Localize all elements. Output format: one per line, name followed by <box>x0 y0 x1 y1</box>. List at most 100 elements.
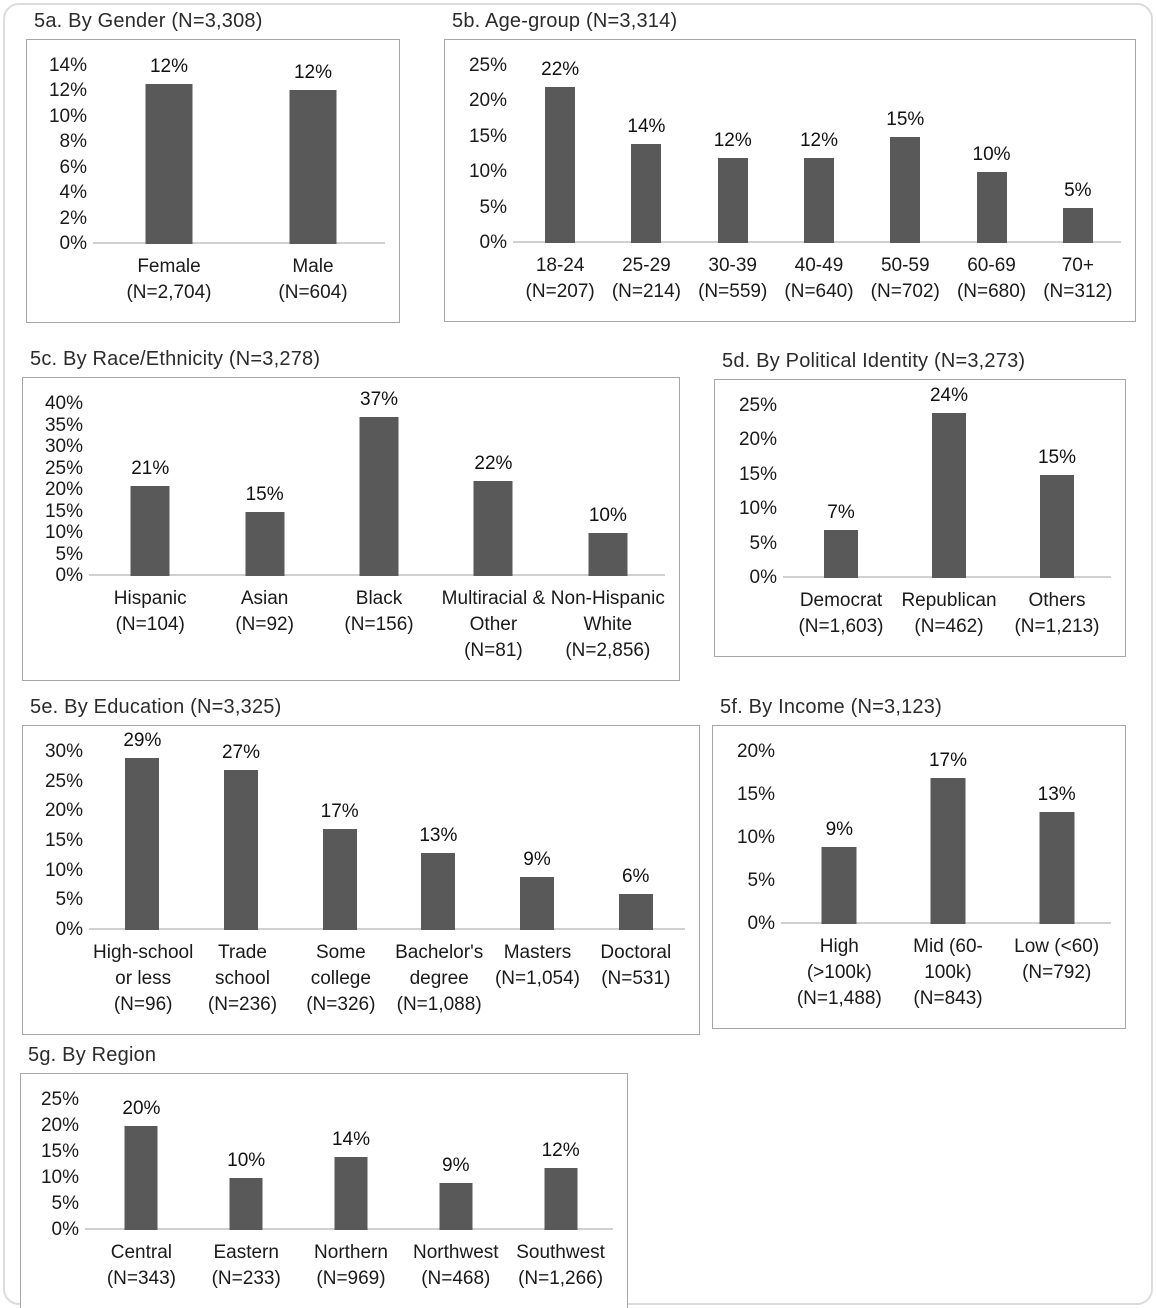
category-label-line: Masters <box>503 942 572 963</box>
category-label-line: (N=969) <box>316 1268 386 1289</box>
bar-value-label: 21% <box>131 457 170 479</box>
category-label: Female (N=2,704) <box>97 254 241 306</box>
y-axis: 30% 25% 20% 15% 10% 5% 0% <box>29 741 93 940</box>
bar-slot: 21% <box>93 404 207 576</box>
category-label-line: Doctoral <box>600 942 672 963</box>
category-label-line: Others <box>1028 590 1086 611</box>
bar-60-69 <box>976 172 1007 243</box>
bars-area: 7% 24% 15% <box>783 385 1111 578</box>
category-label-line: 30-39 <box>708 255 757 276</box>
y-axis: 20% 15% 10% 5% 0% <box>719 741 785 934</box>
bar-value-label: 12% <box>149 55 189 77</box>
category-label-line: Black <box>355 588 403 609</box>
category-label-line: (N=81) <box>464 640 523 661</box>
category-label: 60-69 (N=680) <box>948 253 1034 305</box>
bar-value-label: 37% <box>360 388 399 410</box>
y-axis-tick: 20% <box>468 90 507 112</box>
category-label-line: Democrat <box>799 590 883 611</box>
bar-others <box>1040 474 1074 578</box>
y-axis-tick: 14% <box>48 55 87 76</box>
category-label-line: degree <box>409 968 469 989</box>
bar-slot: 12% <box>241 62 385 244</box>
category-label-line: 100k) <box>924 962 972 983</box>
bar-value-label: 12% <box>541 1139 580 1161</box>
category-label-line: 40-49 <box>794 255 844 276</box>
bar-value-label: 12% <box>799 130 838 152</box>
category-label-line: (N=156) <box>344 614 414 635</box>
bar-value-label: 15% <box>1037 446 1077 468</box>
bar-value-label: 15% <box>886 108 925 130</box>
y-axis-tick: 25% <box>468 55 507 76</box>
bar-slot: 13% <box>1002 752 1111 924</box>
bar-value-label: 14% <box>331 1129 370 1151</box>
category-label-line: (N=2,704) <box>126 282 212 303</box>
y-axis-tick: 0% <box>55 565 83 586</box>
y-axis: 14% 12% 10% 8% 6% 4% 2% 0% <box>33 55 97 254</box>
y-axis-tick: 5% <box>749 532 777 554</box>
bar-value-label: 10% <box>227 1150 266 1171</box>
y-axis-tick: 0% <box>479 232 507 253</box>
bar-slot: 12% <box>690 66 776 243</box>
chart-panel-5d: 5d. By Political Identity (N=3,273) 25% 2… <box>714 350 1126 657</box>
bar-doctoral <box>618 894 653 930</box>
category-label-line: 70+ <box>1061 255 1094 276</box>
bar-value-label: 12% <box>293 62 333 84</box>
bar-non-hispanic <box>588 533 628 576</box>
bar-slot: 15% <box>1003 406 1111 578</box>
bar-slot: 20% <box>89 1098 194 1230</box>
x-axis-baseline <box>93 242 385 244</box>
y-axis: 40% 35% 30% 25% 20% 15% 10% 5% 0% <box>29 393 93 586</box>
y-axis-tick: 5% <box>51 1193 79 1214</box>
bar-slot: 9% <box>488 752 587 930</box>
category-label-line: (N=214) <box>611 281 681 302</box>
category-label: Masters (N=1,054) <box>488 940 586 992</box>
category-label-line: High <box>819 936 859 957</box>
category-label: 70+ (N=312) <box>1035 253 1121 305</box>
bar-slot: 37% <box>322 389 436 576</box>
category-label-line: (N=531) <box>601 968 671 989</box>
bar-30-39 <box>717 158 748 243</box>
bar-value-label: 20% <box>122 1098 161 1119</box>
bar-value-label: 6% <box>621 866 650 888</box>
category-label-line: Bachelor's <box>395 942 484 963</box>
plot-row: 14% 12% 10% 8% 6% 4% 2% 0% 12% 12% <box>33 55 385 254</box>
y-axis: 25% 20% 15% 10% 5% 0% <box>451 55 517 253</box>
category-label-line: 25-29 <box>622 255 671 276</box>
category-label: 40-49 (N=640) <box>776 253 862 305</box>
category-label: 30-39 (N=559) <box>690 253 776 305</box>
category-label-line: Male <box>292 256 334 277</box>
bars-area: 9% 17% 13% <box>781 750 1111 924</box>
bar-value-label: 27% <box>221 741 261 763</box>
bar-slot: 27% <box>192 742 291 930</box>
bar-value-label: 12% <box>713 130 752 152</box>
category-label-line: Some <box>316 942 366 963</box>
bar-slot: 17% <box>894 750 1003 924</box>
chart-box-5c: 40% 35% 30% 25% 20% 15% 10% 5% 0% 21% 15% 37% 22% 10%… <box>22 377 680 681</box>
category-labels-row: High-school or less (N=96) Trade school (N=23… <box>93 940 685 1018</box>
y-axis-tick: 5% <box>55 889 83 911</box>
category-labels-row: Hispanic (N=104) Asian (N=92) Black (N=156) Mu… <box>93 586 665 664</box>
category-label-line: Mid (60- <box>913 936 983 957</box>
chart-title-5d: 5d. By Political Identity (N=3,273) <box>722 350 1026 372</box>
bar-slot: 14% <box>299 1100 404 1230</box>
bar-slot: 9% <box>403 1100 508 1230</box>
category-label-line: Trade <box>218 942 267 963</box>
chart-box-5g: 25% 20% 15% 10% 5% 0% 20% 10% 14% 9% 12% Central (N=… <box>20 1073 628 1308</box>
category-label-line: (N=680) <box>956 281 1027 302</box>
bar-slot: 12% <box>776 66 862 243</box>
bar-some <box>322 829 357 930</box>
category-label: 18-24 (N=207) <box>517 253 603 305</box>
bar-northern <box>334 1157 368 1230</box>
bar-low-60 <box>1039 812 1075 924</box>
y-axis-tick: 10% <box>44 522 83 543</box>
category-label-line: (N=2,856) <box>565 640 651 661</box>
y-axis-tick: 10% <box>48 105 87 127</box>
bar-black <box>359 416 399 576</box>
bar-northwest <box>439 1183 473 1230</box>
bar-southwest <box>544 1167 578 1230</box>
category-label-line: Asian <box>240 588 289 609</box>
category-label-line: (N=1,266) <box>518 1268 604 1289</box>
chart-panel-5a: 5a. By Gender (N=3,308) 14% 12% 10% 8% 6% 4% 2… <box>26 10 400 323</box>
bar-value-label: 14% <box>627 115 666 137</box>
category-label-line: (N=604) <box>278 282 348 303</box>
